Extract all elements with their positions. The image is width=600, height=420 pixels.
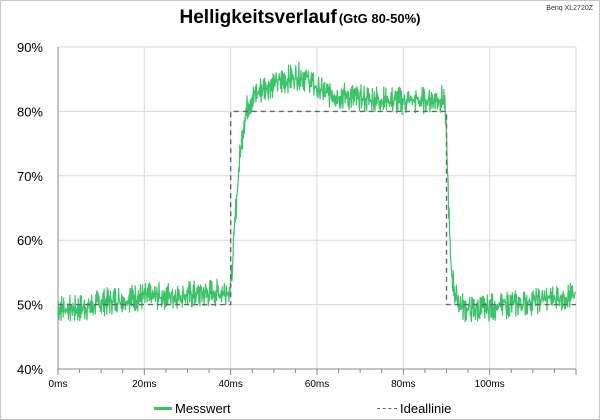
y-tick-label: 50% <box>17 298 43 313</box>
chart-title-main: Helligkeitsverlauf <box>179 7 337 28</box>
x-tick-label: 20ms <box>132 379 156 390</box>
y-tick-label: 40% <box>17 362 43 377</box>
x-tick-label: 80ms <box>391 379 415 390</box>
legend-label-ideal: Ideallinie <box>400 401 452 416</box>
legend-swatch-measured <box>154 407 172 410</box>
y-tick-label: 70% <box>17 169 43 184</box>
x-tick-label: 60ms <box>305 379 329 390</box>
series-ideallinie <box>58 110 576 306</box>
x-tick-label: 0ms <box>49 379 68 390</box>
legend-swatch-ideal <box>377 408 397 409</box>
legend-item-measured: Messwert <box>154 401 231 416</box>
legend-item-ideal: Ideallinie <box>377 401 451 416</box>
x-tick-label: 100ms <box>475 379 505 390</box>
y-tick-label: 90% <box>17 40 43 55</box>
chart-title-sub: (GtG 80-50%) <box>338 11 421 26</box>
y-tick-label: 60% <box>17 233 43 248</box>
x-tick-label: 40ms <box>218 379 242 390</box>
legend: Messwert Ideallinie <box>1 401 599 419</box>
chart-title: Helligkeitsverlauf (GtG 80-50%) <box>1 7 599 29</box>
brand-label: Benq XL2720Z <box>546 5 593 12</box>
legend-label-measured: Messwert <box>175 401 231 416</box>
y-tick-label: 80% <box>17 104 43 119</box>
series-messwert <box>57 61 576 323</box>
